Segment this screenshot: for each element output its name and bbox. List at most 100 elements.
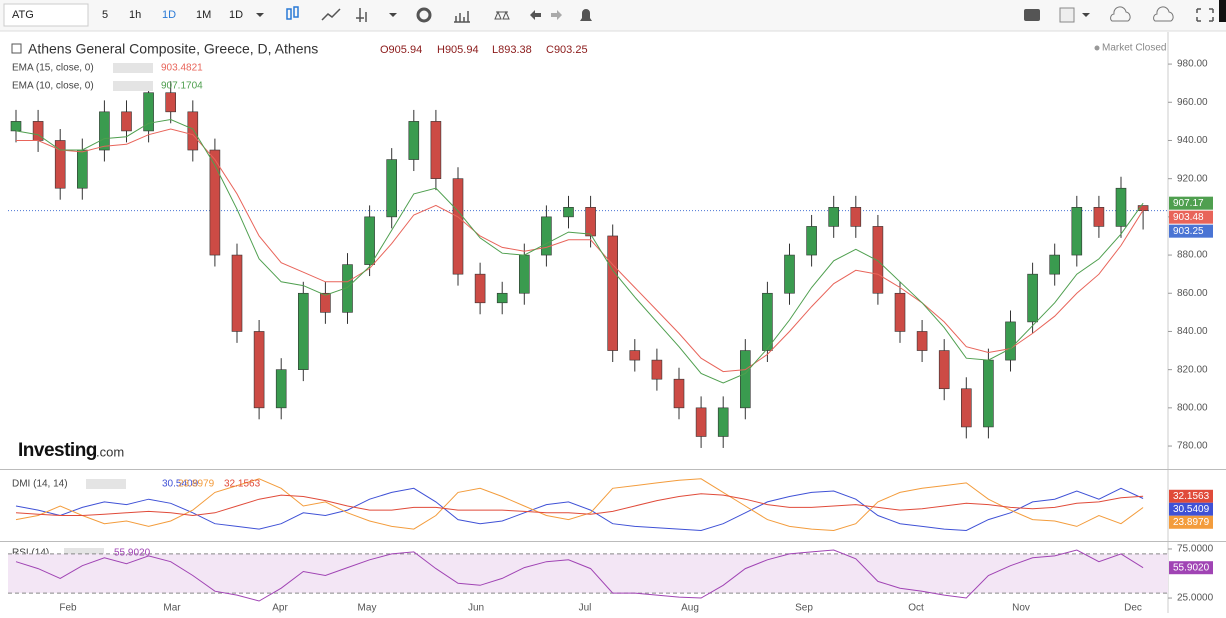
- undo-icon[interactable]: [530, 10, 541, 20]
- market-status: Market Closed: [1102, 43, 1166, 54]
- settings-icon[interactable]: [416, 7, 432, 23]
- candle-body: [474, 273, 486, 304]
- candle-body: [651, 359, 663, 380]
- cloud-load-icon[interactable]: [1110, 6, 1131, 22]
- symbol-box[interactable]: [3, 3, 89, 27]
- candle-body: [1005, 321, 1016, 361]
- edge-block: [1219, 0, 1226, 22]
- y-tick-label: 840.00: [1177, 326, 1208, 337]
- candle-body: [916, 331, 928, 351]
- dmi-line: [15, 493, 1144, 517]
- y-tick-label: 800.00: [1177, 402, 1208, 413]
- legend-value: 55.9020: [114, 548, 151, 559]
- ohlc: O905.94: [380, 44, 422, 56]
- study-icon[interactable]: [454, 11, 470, 23]
- dmi-label: 23.8979: [1173, 517, 1210, 528]
- y-tick-label: 980.00: [1177, 59, 1208, 70]
- collapse-icon[interactable]: [11, 43, 22, 54]
- dropdown-arrow[interactable]: [1082, 13, 1090, 17]
- cloud-save-icon[interactable]: [1153, 6, 1174, 22]
- y-tick-label: 75.0000: [1177, 544, 1214, 555]
- x-tick-label: Mar: [163, 603, 181, 613]
- candle-body: [452, 178, 464, 275]
- alert-icon[interactable]: [580, 9, 592, 21]
- interval[interactable]: 1M: [196, 9, 211, 21]
- candle-icon[interactable]: [286, 6, 299, 20]
- candle-body: [253, 331, 265, 409]
- y-tick-label: 920.00: [1177, 173, 1208, 184]
- candle-body: [165, 92, 176, 113]
- price-label-box: [1169, 224, 1213, 238]
- interval[interactable]: 1h: [129, 9, 141, 21]
- camera-icon[interactable]: [1024, 9, 1040, 21]
- toolbar: [0, 0, 1226, 31]
- interval-select[interactable]: 1D: [229, 9, 243, 21]
- candle-body: [364, 216, 375, 265]
- candle-body: [275, 369, 287, 409]
- legend-value: 907.1704: [161, 81, 203, 92]
- pane-title: RSI (14): [12, 548, 49, 559]
- y-tick-label: 25.0000: [1177, 593, 1214, 604]
- dmi-label: 32.1563: [1173, 491, 1210, 502]
- fullscreen-icon[interactable]: [1196, 8, 1214, 22]
- legend-value: 32.1563: [224, 479, 261, 490]
- compare-icon[interactable]: [494, 10, 510, 20]
- candle-body: [585, 207, 596, 237]
- candle-body: [563, 207, 574, 218]
- candle-body: [695, 407, 707, 437]
- candle-body: [1049, 254, 1060, 275]
- logo-suffix: .com: [96, 444, 124, 459]
- candle-body: [673, 378, 685, 409]
- legend-icons: [113, 81, 153, 91]
- color-box[interactable]: [1059, 7, 1075, 23]
- candle-body: [828, 207, 840, 227]
- price-label-box: [1169, 196, 1213, 210]
- line-icon[interactable]: [321, 8, 341, 21]
- candle-body: [629, 350, 641, 361]
- candle-body: [231, 254, 243, 332]
- x-tick-label: Dec: [1124, 603, 1142, 613]
- candle-body: [541, 216, 552, 256]
- x-tick-label: Jun: [468, 603, 484, 613]
- rsi-label: 55.9020: [1173, 562, 1210, 573]
- legend-name: EMA (10, close, 0): [12, 81, 94, 92]
- candle-body: [99, 111, 110, 151]
- candle-body: [1027, 273, 1038, 323]
- dropdown-arrow[interactable]: [389, 13, 397, 17]
- price-label: 907.17: [1173, 198, 1204, 209]
- logo: Investing: [18, 440, 97, 461]
- candle-body: [320, 292, 331, 313]
- candle-body: [739, 350, 751, 409]
- ema-line: [16, 128, 1144, 373]
- candle-body: [77, 149, 88, 189]
- candle-body: [938, 350, 950, 390]
- candle-body: [607, 235, 619, 351]
- indicator-icon[interactable]: [356, 8, 367, 22]
- legend-value: 23.8979: [178, 479, 215, 490]
- candle-body: [872, 226, 884, 294]
- interval[interactable]: 1D: [162, 9, 176, 21]
- dropdown-arrow[interactable]: [256, 13, 264, 17]
- candle-body: [762, 292, 773, 351]
- candle-body: [386, 159, 398, 218]
- rsi-band: [8, 553, 1168, 594]
- legend-name: EMA (15, close, 0): [12, 63, 94, 74]
- candle-body: [1093, 207, 1105, 227]
- legend-icons: [113, 63, 153, 73]
- candle-body: [143, 92, 154, 132]
- candle-body: [960, 388, 972, 428]
- price-label: 903.48: [1173, 212, 1204, 223]
- x-tick-label: Apr: [272, 603, 288, 613]
- candle-body: [894, 292, 906, 332]
- candle-body: [54, 140, 66, 189]
- rsi-label-box: [1169, 561, 1213, 575]
- y-tick-label: 820.00: [1177, 364, 1208, 375]
- chart-title: Athens General Composite, Greece, D, Ath…: [28, 41, 318, 57]
- dmi-label-box: [1169, 515, 1213, 529]
- interval[interactable]: 5: [102, 9, 108, 21]
- redo-icon[interactable]: [551, 10, 562, 20]
- dmi-label: 30.5409: [1173, 504, 1210, 515]
- y-tick-label: 780.00: [1177, 441, 1208, 452]
- candle-body: [187, 111, 199, 151]
